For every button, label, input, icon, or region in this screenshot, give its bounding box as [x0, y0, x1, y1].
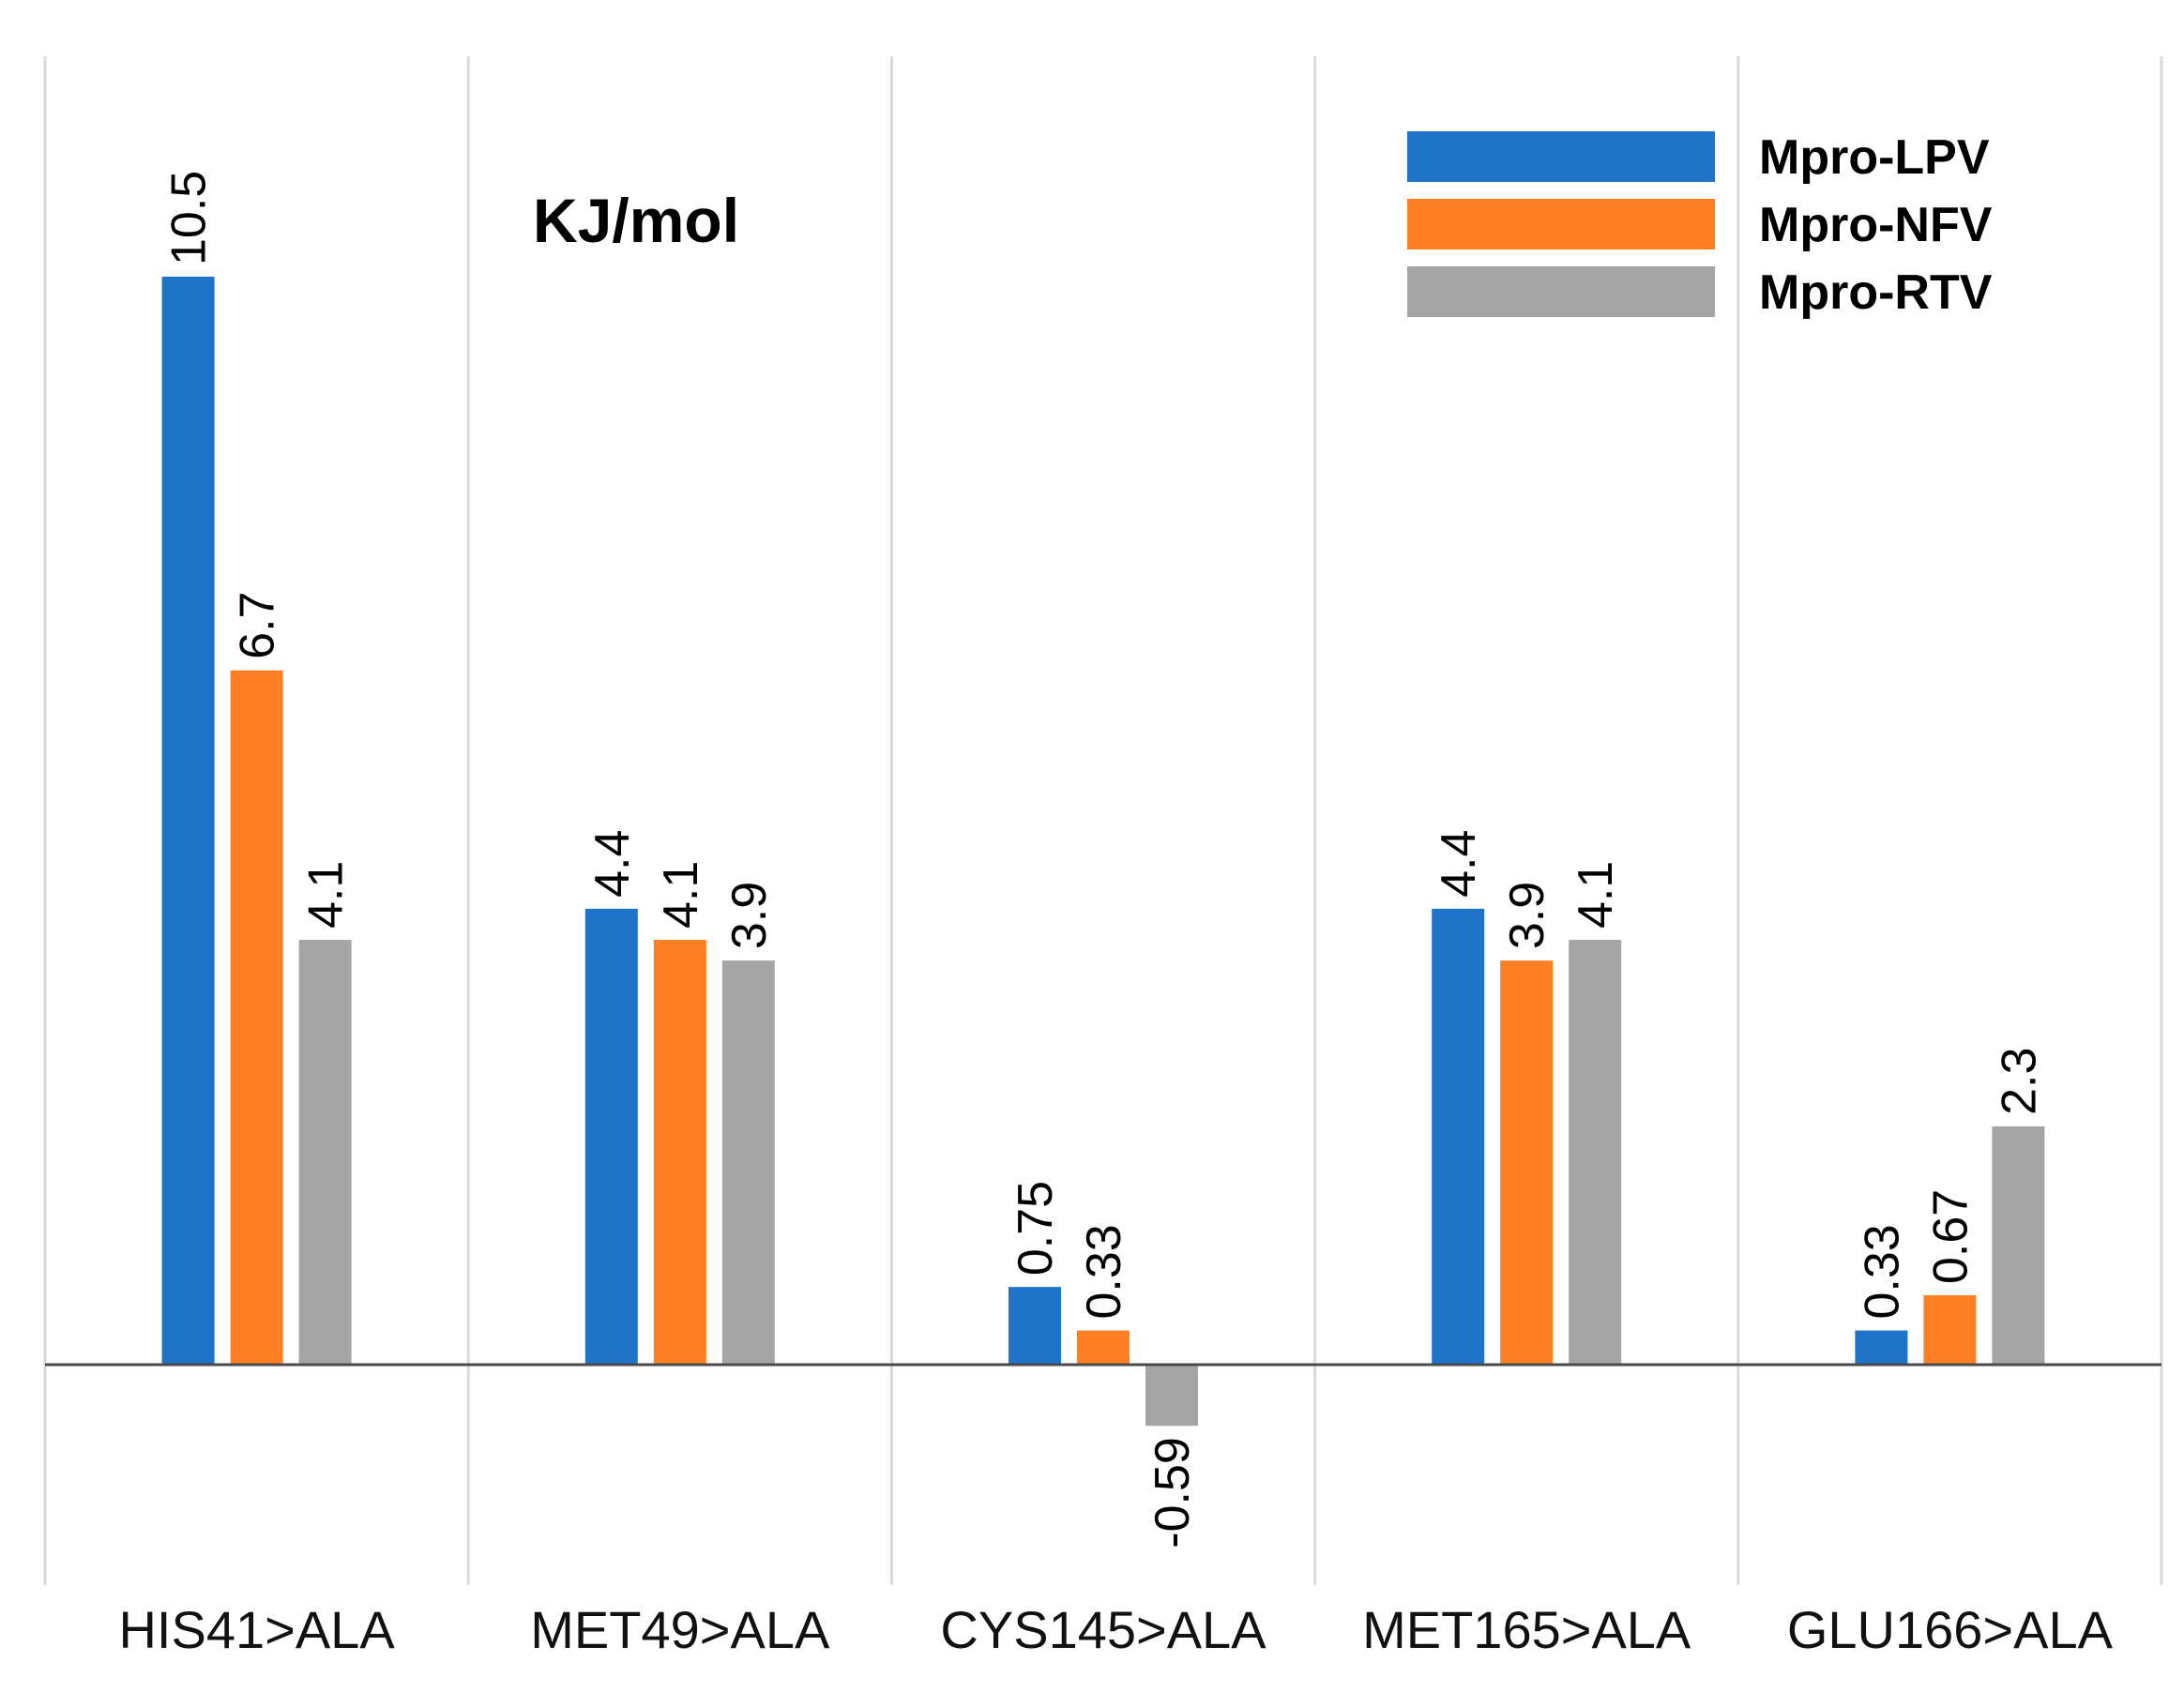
bar — [1077, 1330, 1130, 1365]
data-label: 4.4 — [585, 830, 640, 898]
data-label: 0.33 — [1855, 1224, 1909, 1319]
bar — [1923, 1294, 1977, 1365]
bar — [1992, 1125, 2045, 1365]
data-label: 10.5 — [162, 171, 217, 265]
data-labels: 10.5 6.7 4.1 4.4 4.1 3.9 0.75 0.33 -0.59 4.4 3.9 4.… — [162, 171, 2047, 1548]
bar — [1855, 1330, 1908, 1365]
bar — [161, 277, 215, 1365]
x-tick-label: MET165>ALA — [1362, 1600, 1691, 1659]
bar — [653, 940, 706, 1365]
bar — [230, 670, 283, 1365]
bar — [1569, 940, 1622, 1365]
bar — [1432, 908, 1485, 1365]
bar — [298, 940, 352, 1365]
data-label: 6.7 — [231, 592, 285, 659]
legend-label: Mpro-LPV — [1759, 130, 1990, 185]
bar — [584, 908, 638, 1365]
legend-swatch — [1407, 199, 1715, 249]
legend-label: Mpro-RTV — [1759, 265, 1993, 320]
x-tick-label: CYS145>ALA — [940, 1600, 1266, 1659]
data-label: 3.9 — [722, 882, 777, 949]
bar — [1500, 960, 1554, 1365]
bar — [721, 960, 775, 1365]
legend-swatch — [1407, 266, 1715, 317]
bars — [161, 277, 2045, 1427]
unit-label: KJ/mol — [533, 186, 739, 255]
legend: Mpro-LPV Mpro-NFV Mpro-RTV — [1407, 130, 1993, 320]
legend-swatch — [1407, 131, 1715, 182]
bar — [1009, 1287, 1061, 1365]
bar — [1145, 1365, 1198, 1427]
data-label: 2.3 — [1992, 1048, 2046, 1115]
x-tick-label: HIS41>ALA — [118, 1600, 395, 1659]
data-label: 4.1 — [1569, 861, 1623, 929]
legend-label: Mpro-NFV — [1759, 198, 1993, 252]
data-label: 4.4 — [1432, 830, 1486, 898]
x-axis-tick-labels: HIS41>ALA MET49>ALA CYS145>ALA MET165>ALA GL… — [118, 1600, 2113, 1659]
data-label: 4.1 — [654, 861, 708, 929]
data-label: -0.59 — [1145, 1437, 1200, 1548]
category-gridlines — [43, 56, 2163, 1585]
data-label: 0.33 — [1077, 1224, 1131, 1319]
data-label: 0.75 — [1009, 1181, 1063, 1276]
x-tick-label: MET49>ALA — [530, 1600, 830, 1659]
data-label: 0.67 — [1923, 1189, 1978, 1284]
x-tick-label: GLU166>ALA — [1787, 1600, 2114, 1659]
data-label: 3.9 — [1500, 882, 1555, 949]
data-label: 4.1 — [299, 861, 354, 929]
